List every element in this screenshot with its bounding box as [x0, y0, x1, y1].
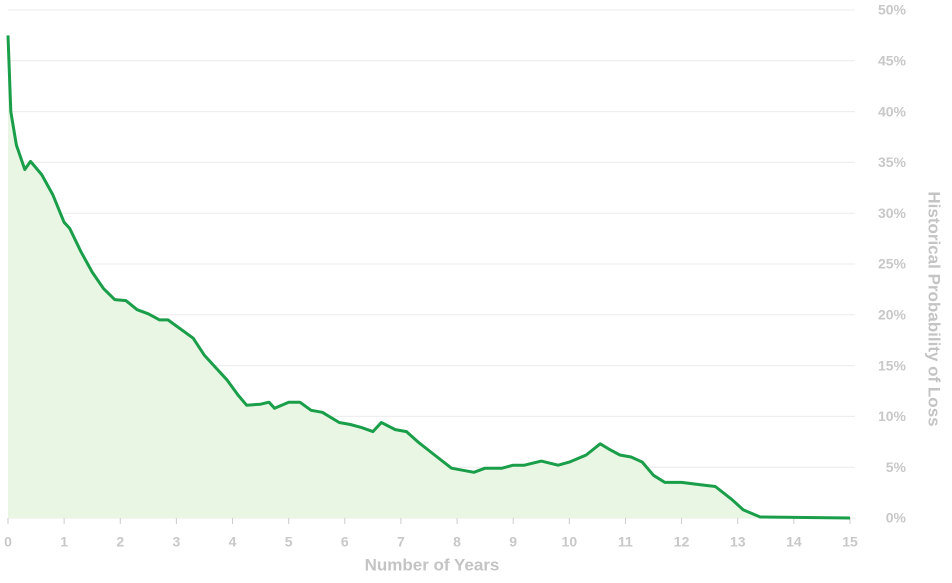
- x-axis-title: Number of Years: [365, 555, 500, 574]
- y-tick-label: 5%: [886, 459, 907, 475]
- x-tick-label: 4: [229, 534, 237, 550]
- x-tick-label: 13: [730, 534, 746, 550]
- y-tick-label: 50%: [878, 2, 907, 18]
- x-tick-label: 14: [786, 534, 802, 550]
- x-tick-label: 3: [173, 534, 181, 550]
- line: [6, 35, 851, 520]
- y-tick-label: 30%: [878, 205, 907, 221]
- y-tick-label: 15%: [878, 357, 907, 373]
- x-tick-label: 1: [60, 534, 68, 550]
- x-tick-label: 8: [453, 534, 461, 550]
- y-tick-label: 45%: [878, 53, 907, 69]
- y-axis-title: Historical Probability of Loss: [925, 191, 944, 426]
- y-tick-label: 20%: [878, 307, 907, 323]
- y-tick-label: 0%: [886, 510, 907, 526]
- x-tick-label: 15: [842, 534, 858, 550]
- x-tick-label: 0: [4, 534, 12, 550]
- x-tick-label: 7: [397, 534, 405, 550]
- x-tick-label: 10: [562, 534, 578, 550]
- x-tick-label: 11: [618, 534, 633, 550]
- x-tick-label: 2: [116, 534, 124, 550]
- y-tick-label: 40%: [878, 103, 907, 119]
- y-tick-label: 10%: [878, 408, 907, 424]
- y-tick-label: 25%: [878, 256, 907, 272]
- x-tick-label: 6: [341, 534, 349, 550]
- area: [8, 35, 850, 519]
- x-tick-label: 5: [285, 534, 293, 550]
- x-tick-label: 12: [674, 534, 690, 550]
- x-tick-label: 9: [509, 534, 517, 550]
- y-tick-label: 35%: [878, 154, 907, 170]
